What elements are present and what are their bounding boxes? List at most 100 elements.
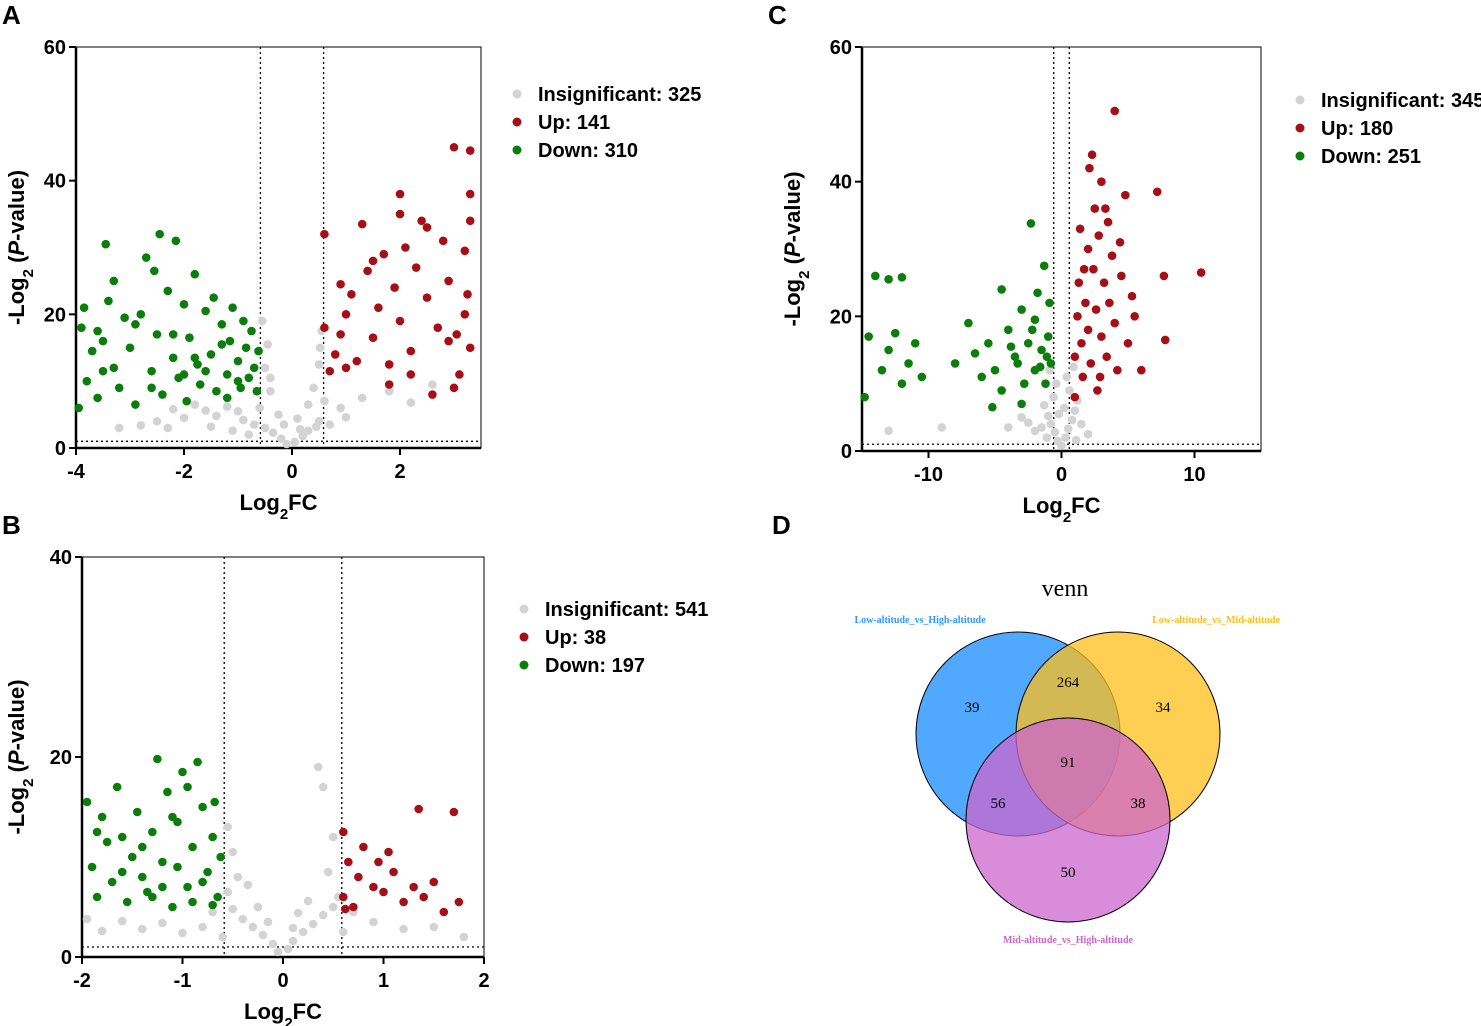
panel-label-d: D: [772, 510, 791, 540]
point-insignificant: [937, 423, 947, 432]
point-up: [379, 887, 388, 897]
point-insignificant: [138, 924, 147, 934]
point-up: [354, 872, 363, 882]
venn-count-low-mid-mid-high: 38: [1131, 796, 1146, 812]
point-insignificant: [228, 904, 238, 914]
point-insignificant: [218, 932, 227, 942]
point-insignificant: [1071, 435, 1081, 445]
point-insignificant: [114, 423, 124, 433]
venn-count-all-three: 91: [1061, 755, 1076, 771]
point-down: [87, 862, 97, 872]
point-insignificant: [266, 373, 275, 383]
point-up: [1099, 278, 1109, 287]
point-down: [93, 393, 102, 403]
point-down: [101, 239, 110, 249]
point-up: [1094, 231, 1104, 240]
point-insignificant: [274, 410, 283, 419]
point-down: [1013, 359, 1022, 368]
point-insignificant: [97, 926, 107, 936]
point-up: [438, 236, 448, 246]
point-down: [102, 837, 112, 847]
point-insignificant: [258, 930, 268, 940]
x-tick-label: 10: [1183, 464, 1205, 486]
x-tick-label: -1: [174, 970, 192, 992]
point-down: [185, 333, 194, 343]
point-insignificant: [1030, 426, 1040, 436]
point-down: [252, 386, 262, 396]
point-down: [120, 313, 129, 322]
point-down: [1010, 352, 1020, 362]
point-down: [222, 393, 232, 403]
point-down: [1046, 359, 1056, 368]
point-down: [877, 365, 887, 375]
point-insignificant: [228, 847, 238, 857]
point-up: [1121, 190, 1130, 200]
point-insignificant: [1070, 406, 1080, 415]
point-insignificant: [309, 383, 318, 393]
point-insignificant: [1050, 427, 1060, 437]
venn-set-label-low-mid: Low-altitude_vs_Mid-altitude: [1152, 615, 1280, 626]
point-insignificant: [406, 398, 416, 407]
point-down: [127, 852, 137, 862]
y-tick-label: 0: [841, 441, 852, 463]
point-insignificant: [328, 902, 338, 912]
point-insignificant: [1061, 433, 1070, 442]
point-up: [444, 276, 453, 286]
point-up: [384, 360, 394, 369]
point-insignificant: [325, 420, 335, 429]
point-insignificant: [1059, 403, 1069, 413]
point-down: [1023, 338, 1033, 348]
point-down: [225, 336, 235, 346]
x-tick-label: 0: [1056, 464, 1067, 486]
point-up: [433, 323, 443, 333]
y-axis-label-c: -Log2 (P-value): [780, 171, 813, 326]
point-down: [158, 390, 167, 399]
point-down: [1035, 362, 1045, 372]
point-up: [1087, 150, 1097, 160]
point-down: [112, 782, 122, 792]
legend-marker-insignificant: [519, 604, 529, 614]
y-tick-label: 60: [44, 37, 66, 59]
point-up: [1079, 264, 1089, 274]
venn-count-low-high-low-mid: 264: [1057, 675, 1080, 691]
point-insignificant: [249, 420, 259, 429]
x-tick-label: -4: [67, 461, 86, 483]
point-insignificant: [303, 896, 313, 906]
point-down: [247, 326, 256, 336]
point-down: [884, 345, 893, 355]
point-down: [82, 797, 92, 807]
point-down: [168, 330, 178, 339]
x-tick-label: 0: [286, 461, 297, 483]
point-down: [198, 877, 207, 887]
point-insignificant: [1053, 436, 1062, 446]
point-insignificant: [459, 932, 469, 942]
point-down: [216, 852, 225, 862]
point-up: [1070, 352, 1080, 362]
point-insignificant: [243, 880, 253, 890]
y-tick-label: 0: [55, 438, 66, 460]
x-tick-label: 2: [394, 461, 405, 483]
point-insignificant: [179, 413, 189, 423]
point-up: [389, 867, 398, 877]
point-up: [1127, 291, 1137, 301]
point-down: [241, 343, 251, 353]
point-insignificant: [318, 782, 328, 792]
point-insignificant: [283, 944, 293, 954]
point-down: [1030, 315, 1040, 325]
point-up: [1081, 298, 1090, 308]
point-insignificant: [233, 406, 243, 416]
point-down: [860, 392, 869, 402]
legend-marker-up: [519, 632, 529, 642]
point-up: [465, 343, 475, 353]
point-down: [148, 827, 157, 837]
point-up: [390, 283, 399, 292]
point-insignificant: [208, 907, 217, 917]
point-insignificant: [290, 437, 300, 447]
point-insignificant: [1037, 423, 1046, 432]
point-down: [217, 320, 227, 329]
point-down: [239, 316, 248, 326]
point-down: [148, 892, 157, 902]
point-insignificant: [1054, 409, 1064, 419]
point-insignificant: [222, 402, 232, 411]
point-insignificant: [328, 832, 338, 842]
